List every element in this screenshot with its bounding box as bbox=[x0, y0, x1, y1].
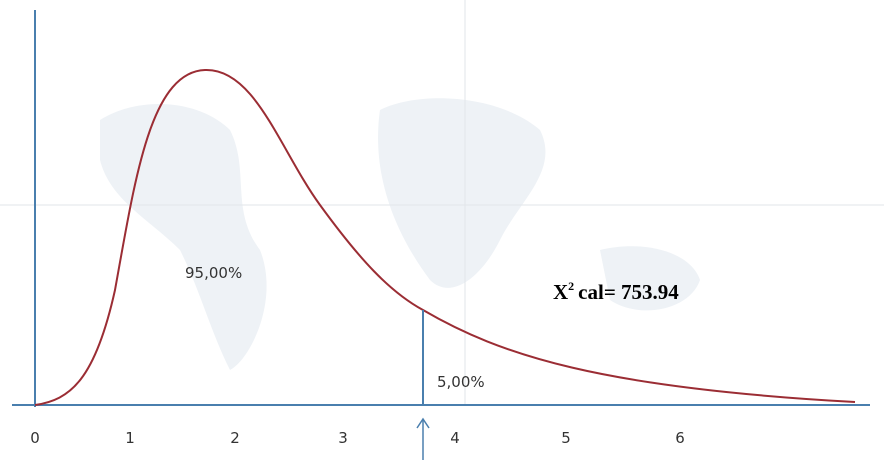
x-tick-label: 6 bbox=[675, 429, 685, 447]
x-tick-label: 5 bbox=[561, 429, 571, 447]
background-map bbox=[100, 98, 700, 371]
statistic-text: cal= 753.94 bbox=[578, 280, 679, 304]
x-tick-label: 2 bbox=[230, 429, 240, 447]
rejection-label: 5,00% bbox=[437, 373, 485, 391]
statistic-label: X2 cal= 753.94 bbox=[553, 279, 679, 304]
density-curve bbox=[34, 68, 856, 406]
critical-arrow bbox=[416, 417, 430, 460]
tick-labels: 0 1 2 3 4 5 6 bbox=[30, 429, 685, 447]
x-tick-label: 0 bbox=[30, 429, 40, 447]
acceptance-label: 95,00% bbox=[185, 264, 242, 282]
statistic-symbol: X bbox=[553, 280, 568, 304]
statistic-exponent: 2 bbox=[568, 279, 574, 293]
x-tick-label: 4 bbox=[450, 429, 460, 447]
x-tick-label: 3 bbox=[338, 429, 348, 447]
x-tick-label: 1 bbox=[125, 429, 135, 447]
